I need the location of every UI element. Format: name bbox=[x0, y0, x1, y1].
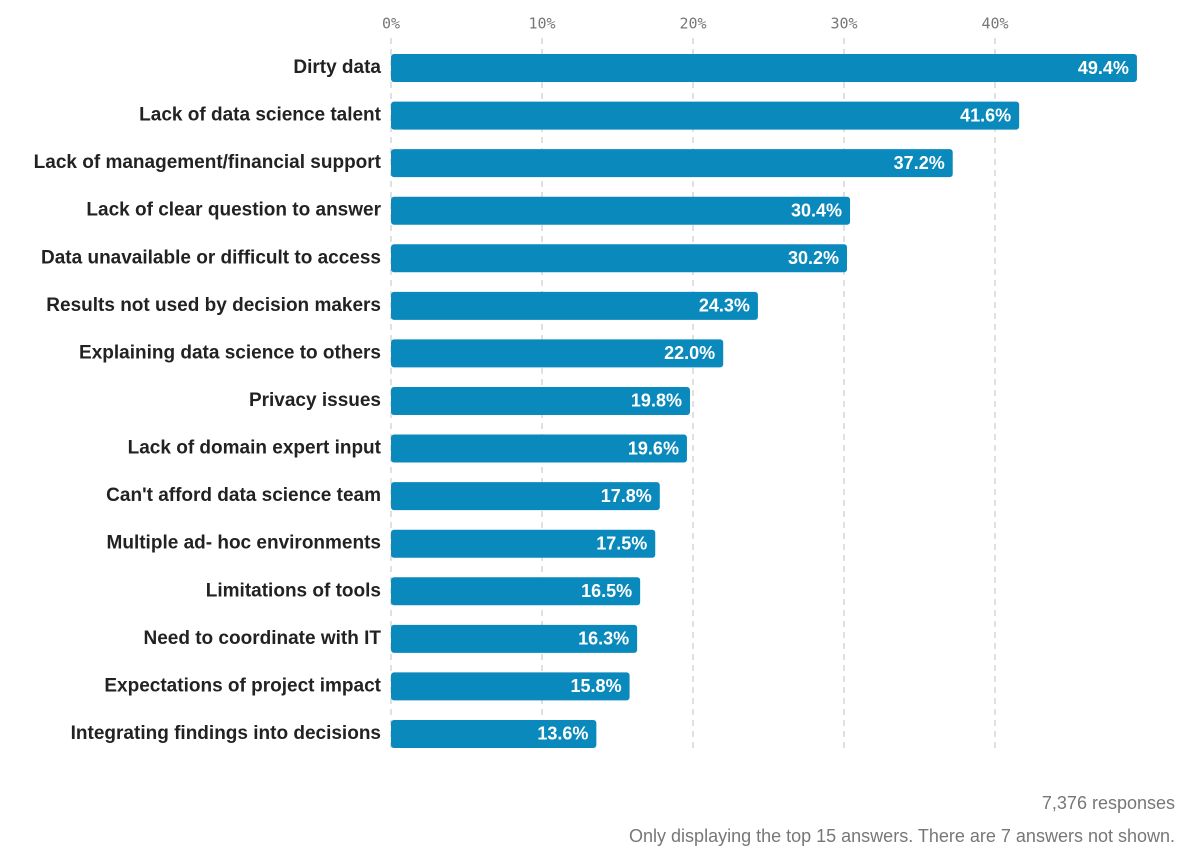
bar bbox=[391, 529, 656, 558]
bar bbox=[391, 291, 758, 320]
y-tick-label: Lack of domain expert input bbox=[128, 438, 382, 459]
y-tick-label: Lack of clear question to answer bbox=[86, 200, 381, 221]
bar bbox=[391, 624, 638, 653]
x-tick-label: 20% bbox=[679, 15, 706, 33]
y-tick-label: Data unavailable or difficult to access bbox=[41, 247, 381, 268]
bar bbox=[391, 672, 630, 701]
bar bbox=[391, 244, 848, 273]
bar bbox=[391, 386, 690, 415]
y-tick-label: Results not used by decision makers bbox=[46, 295, 381, 316]
y-tick-label: Need to coordinate with IT bbox=[143, 628, 381, 649]
bar bbox=[391, 196, 851, 225]
value-label: 17.5% bbox=[596, 533, 647, 553]
y-tick-label: Integrating findings into decisions bbox=[71, 723, 381, 744]
y-tick-label: Expectations of project impact bbox=[104, 675, 381, 696]
value-label: 30.4% bbox=[791, 200, 842, 220]
value-label: 24.3% bbox=[699, 296, 750, 316]
value-label: 49.4% bbox=[1078, 58, 1129, 78]
y-tick-label: Lack of data science talent bbox=[139, 105, 381, 126]
value-label: 13.6% bbox=[537, 724, 588, 744]
x-tick-label: 0% bbox=[382, 15, 400, 33]
value-label: 17.8% bbox=[601, 486, 652, 506]
y-tick-label: Multiple ad- hoc environments bbox=[107, 533, 381, 554]
bar bbox=[391, 339, 724, 368]
y-tick-label: Privacy issues bbox=[249, 390, 381, 411]
bar bbox=[391, 149, 953, 178]
y-tick-label: Lack of management/financial support bbox=[34, 152, 382, 173]
y-tick-label: Explaining data science to others bbox=[79, 342, 381, 363]
y-tick-label: Limitations of tools bbox=[206, 580, 381, 601]
value-label: 19.8% bbox=[631, 391, 682, 411]
y-tick-label: Can't afford data science team bbox=[106, 485, 381, 506]
footnote: Only displaying the top 15 answers. Ther… bbox=[629, 826, 1175, 846]
bar bbox=[391, 434, 687, 463]
value-label: 19.6% bbox=[628, 438, 679, 458]
bar bbox=[391, 719, 597, 748]
bar bbox=[391, 54, 1137, 82]
value-label: 30.2% bbox=[788, 248, 839, 268]
x-tick-label: 30% bbox=[830, 15, 857, 33]
bar bbox=[391, 577, 641, 606]
x-tick-label: 10% bbox=[528, 15, 555, 33]
value-label: 16.3% bbox=[578, 629, 629, 649]
bar bbox=[391, 101, 1020, 130]
value-label: 37.2% bbox=[894, 153, 945, 173]
x-tick-label: 40% bbox=[981, 15, 1008, 33]
value-label: 16.5% bbox=[581, 581, 632, 601]
bar bbox=[391, 482, 660, 511]
value-label: 41.6% bbox=[960, 105, 1011, 125]
value-label: 15.8% bbox=[571, 676, 622, 696]
response-count: 7,376 responses bbox=[1042, 793, 1175, 813]
value-label: 22.0% bbox=[664, 343, 715, 363]
y-tick-label: Dirty data bbox=[293, 57, 381, 78]
